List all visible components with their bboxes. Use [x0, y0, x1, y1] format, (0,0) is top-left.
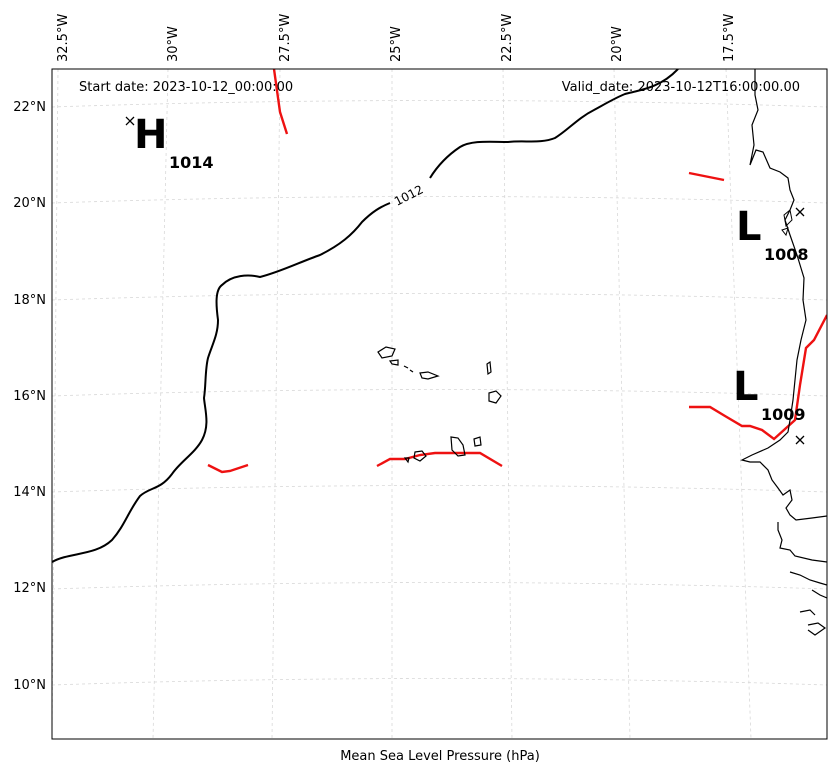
island-cluster-coast	[781, 209, 793, 237]
map-frame	[51, 68, 828, 740]
lat-label-20n: 20°N	[13, 196, 46, 211]
start-date-text: Start date: 2023-10-12_00:00:00	[79, 80, 293, 95]
red-isobars	[207, 69, 827, 474]
lon-label-32-5w: 32.5°W	[56, 14, 71, 62]
lon-label-30w: 30°W	[166, 26, 181, 62]
low-center-marker-south	[795, 435, 805, 445]
longitude-labels: 32.5°W 30°W 27.5°W 25°W 22.5°W 20°W 17.5…	[56, 14, 737, 62]
isobar-1012	[52, 202, 391, 563]
lon-label-20w: 20°W	[610, 26, 625, 62]
low-pressure-value-north: 1008	[764, 245, 809, 264]
valid-date-text: Valid_date: 2023-10-12T16:00:00.00	[562, 80, 800, 95]
cape-verde-islands	[377, 346, 502, 464]
high-pressure-value: 1014	[169, 153, 214, 172]
center-markers	[125, 116, 805, 445]
lon-label-27-5w: 27.5°W	[278, 14, 293, 62]
high-pressure-letter: H	[134, 112, 167, 158]
graticule	[52, 69, 827, 739]
lat-label-22n: 22°N	[13, 100, 46, 115]
low-pressure-value-south: 1009	[761, 405, 806, 424]
lon-label-17-5w: 17.5°W	[722, 14, 737, 62]
lon-label-25w: 25°W	[389, 26, 404, 62]
high-center-marker	[125, 116, 135, 126]
lat-label-10n: 10°N	[13, 678, 46, 693]
red-isobar-cape-verde	[376, 451, 503, 468]
lat-label-12n: 12°N	[13, 581, 46, 596]
africa-coastline	[740, 69, 827, 521]
lat-label-14n: 14°N	[13, 485, 46, 500]
red-isobar-north	[272, 69, 289, 135]
lon-label-22-5w: 22.5°W	[500, 14, 515, 62]
red-isobar-west	[207, 463, 249, 474]
lat-label-18n: 18°N	[13, 293, 46, 308]
lat-label-16n: 16°N	[13, 389, 46, 404]
red-isobar-east	[689, 314, 827, 441]
isobar-1012-right	[429, 69, 679, 179]
africa-coastline-south	[777, 522, 827, 563]
low-center-marker-north	[795, 207, 805, 217]
map-caption: Mean Sea Level Pressure (hPa)	[340, 749, 540, 764]
guinea-bissau-coast	[789, 571, 827, 636]
low-pressure-letter-north: L	[736, 204, 762, 250]
red-isobar-northeast	[688, 171, 725, 182]
isobar-1012-label: 1012	[392, 182, 426, 208]
latitude-labels: 22°N 20°N 18°N 16°N 14°N 12°N 10°N	[13, 100, 46, 693]
map-area: 1012	[52, 69, 827, 739]
low-pressure-letter-south: L	[733, 364, 759, 410]
